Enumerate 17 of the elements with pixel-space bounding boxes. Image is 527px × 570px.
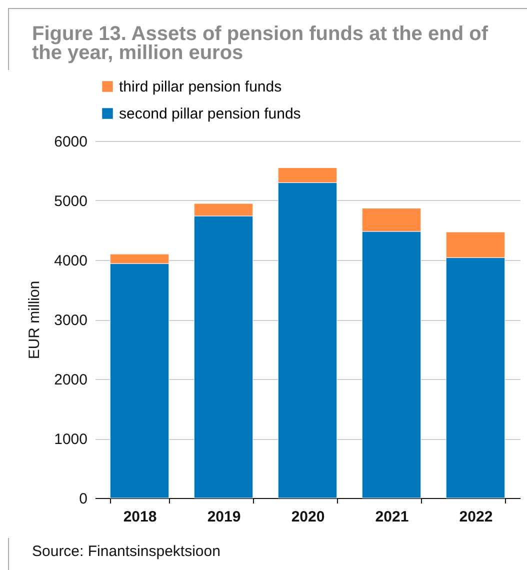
legend-label: second pillar pension funds — [119, 106, 301, 122]
x-tick-label: 2022 — [459, 508, 493, 526]
y-tick-label: 5000 — [54, 193, 88, 210]
chart-title: Figure 13. Assets of pension funds at the end of the year, million euros — [32, 23, 490, 64]
y-axis-title: EUR million — [26, 280, 44, 360]
y-tick-label: 4000 — [54, 252, 88, 270]
x-tick-label: 2018 — [123, 508, 157, 526]
y-tick-label: 1000 — [54, 431, 88, 448]
x-tick-label: 2020 — [291, 508, 325, 526]
source-note: Source: Finantsinspektsioon — [32, 543, 220, 560]
y-tick-label: 0 — [79, 490, 88, 508]
y-tick-label: 2000 — [54, 372, 88, 388]
y-tick-label: 6000 — [54, 134, 88, 150]
x-tick-label: 2021 — [375, 508, 409, 526]
y-tick-label: 3000 — [54, 312, 88, 329]
x-tick-label: 2019 — [207, 508, 241, 526]
legend-label: third pillar pension funds — [119, 78, 282, 96]
